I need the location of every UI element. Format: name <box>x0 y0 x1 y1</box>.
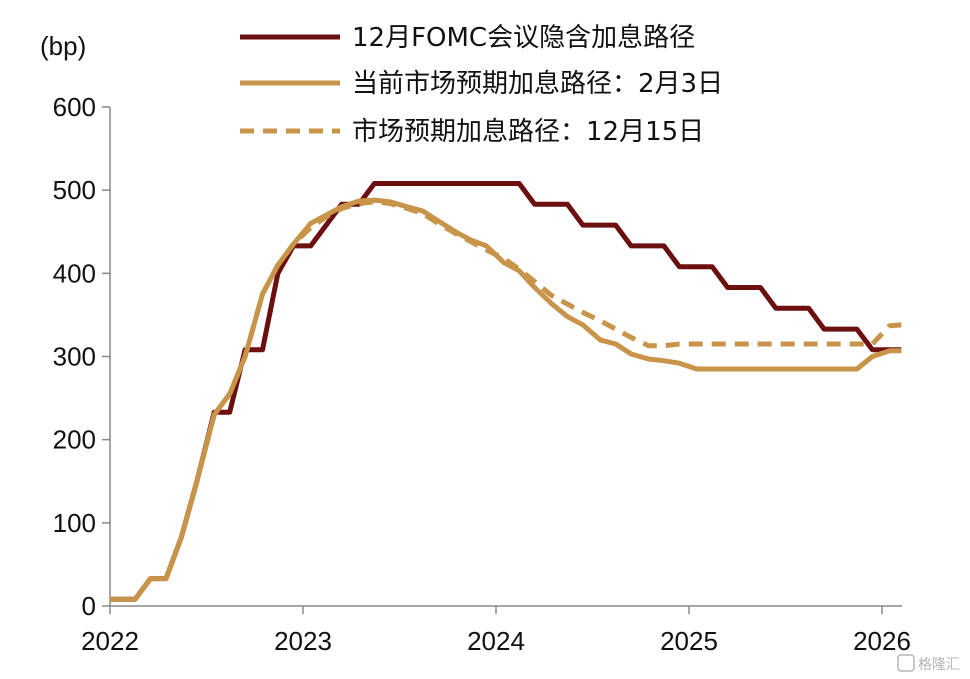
y-tick-label: 600 <box>53 92 96 122</box>
y-tick-label: 100 <box>53 508 96 538</box>
watermark: 格隆汇 <box>897 654 960 673</box>
y-tick-label: 0 <box>82 591 96 621</box>
y-tick-label: 500 <box>53 175 96 205</box>
x-tick-label: 2024 <box>467 626 525 656</box>
series-line-1 <box>110 197 902 602</box>
y-tick-label: 200 <box>53 425 96 455</box>
legend-label-1: 当前市场预期加息路径：2月3日 <box>352 69 723 99</box>
x-tick-label: 2023 <box>274 626 332 656</box>
legend: 12月FOMC会议隐含加息路径当前市场预期加息路径：2月3日市场预期加息路径：1… <box>240 23 723 147</box>
watermark-logo-icon <box>897 654 915 672</box>
y-tick-label: 300 <box>53 342 96 372</box>
y-axis-unit-label: (bp) <box>40 31 86 61</box>
x-tick-label: 2026 <box>853 626 911 656</box>
watermark-text: 格隆汇 <box>918 657 960 673</box>
y-tick-label: 400 <box>53 258 96 288</box>
legend-label-0: 12月FOMC会议隐含加息路径 <box>352 23 695 53</box>
y-tick-group: 0 100 200 300 400 500 600 <box>53 92 110 621</box>
legend-label-2: 市场预期加息路径：12月15日 <box>352 117 704 147</box>
x-tick-label: 2022 <box>81 626 139 656</box>
series-group <box>110 181 902 602</box>
x-tick-label: 2025 <box>660 626 718 656</box>
x-tick-group: 2022 2023 2024 2025 2026 <box>81 606 911 656</box>
